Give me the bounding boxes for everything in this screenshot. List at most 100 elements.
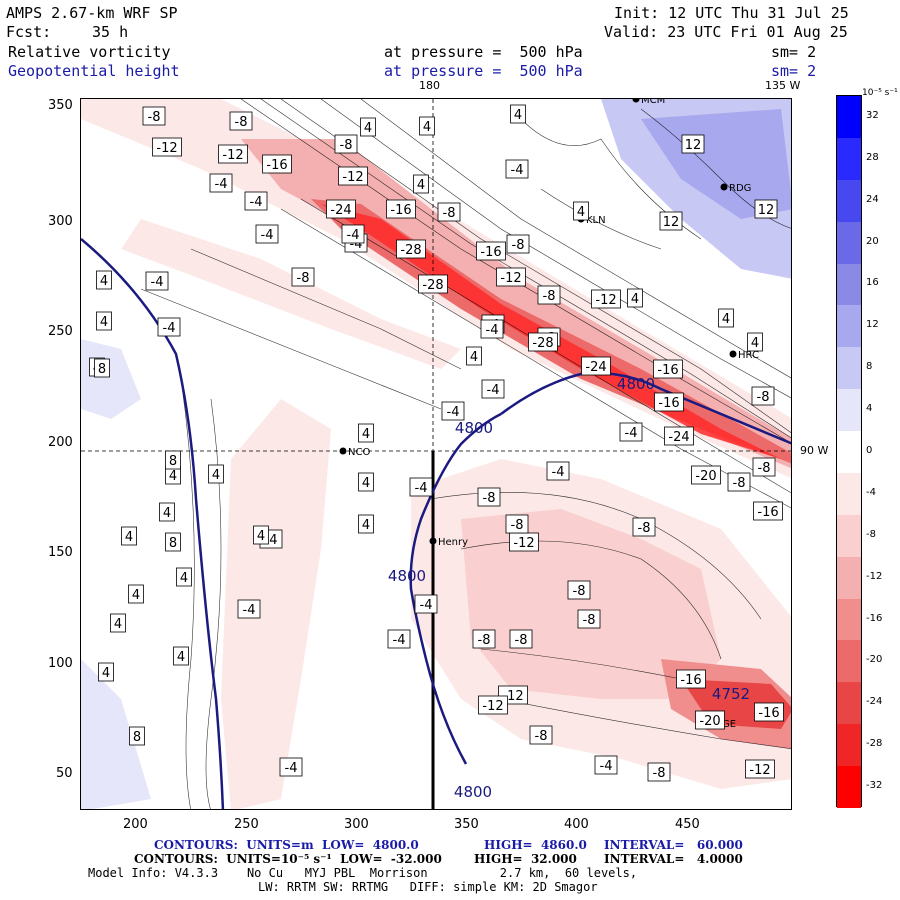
field2-name: Geopotential height bbox=[8, 62, 180, 80]
contour-label-value: -24 bbox=[668, 430, 689, 445]
contour-label-value: -16 bbox=[658, 396, 679, 411]
colorbar-swatch bbox=[837, 305, 861, 348]
contour-label-value: -24 bbox=[585, 360, 606, 375]
contour-label-box bbox=[291, 267, 315, 287]
contour-label-value: -28 bbox=[422, 278, 443, 293]
y-tick-label: 350 bbox=[48, 98, 73, 113]
contour-label-value: -4 bbox=[347, 228, 360, 243]
contour-label-box bbox=[94, 358, 110, 378]
contour-label-value: -4 bbox=[285, 761, 298, 776]
contour-label-box bbox=[476, 241, 506, 261]
contour-label-value: -12 bbox=[222, 148, 243, 163]
contour-label-box bbox=[529, 725, 553, 745]
colorbar-swatch bbox=[837, 598, 861, 641]
colorbar-tick-label: -16 bbox=[866, 612, 883, 624]
contour-label-value: 4 bbox=[114, 617, 122, 632]
contour-label-box bbox=[237, 599, 261, 619]
station-name: NCO bbox=[348, 447, 370, 458]
contour-label-value: -8 bbox=[148, 110, 161, 125]
contour-label-box bbox=[358, 423, 374, 443]
contour-label-box bbox=[751, 386, 775, 406]
contour-label-box bbox=[480, 319, 504, 339]
contour-label-box bbox=[165, 532, 181, 552]
y-tick-label: 300 bbox=[48, 214, 73, 229]
positive-vorticity-core bbox=[641, 109, 791, 219]
contour-label-value: 4 bbox=[362, 518, 370, 533]
height-contour-label: 4752 bbox=[712, 685, 750, 703]
contour-label-box bbox=[653, 359, 683, 379]
contour-label-value: -28 bbox=[400, 243, 421, 258]
height-contour-central bbox=[409, 412, 502, 765]
contour-label-box bbox=[745, 759, 775, 779]
contour-label-value: 4 bbox=[470, 350, 478, 365]
init-time: Init: 12 UTC Thu 31 Jul 25 bbox=[614, 4, 849, 22]
contour-label-value: -12 bbox=[595, 293, 616, 308]
contour-label-box bbox=[718, 308, 734, 328]
contour-label-value: -20 bbox=[695, 469, 716, 484]
contour-label-box bbox=[727, 472, 751, 492]
colorbar-tick-label: 32 bbox=[866, 109, 879, 121]
contour-label-box bbox=[96, 270, 112, 290]
contour-label-value: 4 bbox=[169, 469, 177, 484]
colorbar-swatch bbox=[837, 221, 861, 264]
height-contour-east bbox=[500, 371, 791, 445]
contour-label-box bbox=[96, 311, 112, 331]
contour-label-value: 4 bbox=[132, 588, 140, 603]
colorbar-tick-label: 28 bbox=[866, 151, 879, 163]
positive-vorticity-west bbox=[81, 339, 141, 419]
contour-label-box bbox=[477, 487, 501, 507]
contour-label-box bbox=[528, 332, 558, 352]
contour-label-value: -8 bbox=[478, 633, 491, 648]
contour-label-value: 4 bbox=[163, 506, 171, 521]
contour-label-box bbox=[418, 274, 448, 294]
colorbar-tick-label: 16 bbox=[866, 277, 879, 289]
colorbar-swatch bbox=[837, 179, 861, 222]
contour-label-value: -24 bbox=[330, 203, 351, 218]
colorbar-tick-label: -20 bbox=[866, 654, 883, 666]
contour-label-box bbox=[752, 457, 776, 477]
contour-label-value: -8 bbox=[483, 491, 496, 506]
contour-label-box bbox=[437, 202, 461, 222]
contour-label-box bbox=[676, 669, 706, 689]
field1-name: Relative vorticity bbox=[8, 43, 171, 61]
x-tick-label: 400 bbox=[564, 817, 589, 832]
height-contour-label: 4800 bbox=[617, 375, 655, 393]
contour-label-value: 4 bbox=[180, 571, 188, 586]
contour-label-box bbox=[387, 629, 411, 649]
contour-label-value: -12 bbox=[500, 271, 521, 286]
colorbar-swatch bbox=[837, 514, 861, 557]
forecast-hour: 35 h bbox=[92, 23, 129, 41]
contour-label-value: 4 bbox=[751, 336, 759, 351]
footer-vorticity-high: HIGH= 32.000 bbox=[474, 852, 577, 866]
colorbar-swatch bbox=[837, 682, 861, 725]
contour-label-value: -8 bbox=[573, 584, 586, 599]
contour-label-value: 4 bbox=[212, 468, 220, 483]
meridian-label-top: 180 bbox=[419, 79, 440, 92]
contour-label-box bbox=[128, 584, 144, 604]
contour-label-value: -16 bbox=[757, 505, 778, 520]
contour-label-value: 4 bbox=[362, 476, 370, 491]
contour-label-value: -12 bbox=[513, 536, 534, 551]
contour-label-value: -4 bbox=[486, 323, 499, 338]
contour-label-box bbox=[546, 461, 570, 481]
contour-label-value: 4 bbox=[125, 530, 133, 545]
height-contour-west bbox=[81, 238, 225, 809]
colorbar-swatch bbox=[837, 556, 861, 599]
colorbar-tick-label: -4 bbox=[866, 486, 876, 498]
colorbar-swatch bbox=[837, 347, 861, 390]
contour-label-box bbox=[244, 191, 268, 211]
model-title: AMPS 2.67-km WRF SP bbox=[6, 4, 178, 22]
contour-label-value: -8 bbox=[733, 476, 746, 491]
contour-label-value: 4 bbox=[177, 650, 185, 665]
contour-label-box bbox=[754, 702, 784, 722]
field2-smoothing: sm= 2 bbox=[771, 62, 817, 80]
contour-label-value: -16 bbox=[480, 245, 501, 260]
contour-label-box bbox=[496, 267, 526, 287]
x-tick-label: 350 bbox=[454, 817, 479, 832]
contour-label-value: -16 bbox=[266, 158, 287, 173]
contour-label-box bbox=[142, 106, 166, 126]
contour-label-box bbox=[505, 159, 529, 179]
contour-label-value: 4 bbox=[100, 274, 108, 289]
contour-label-value: -4 bbox=[487, 383, 500, 398]
